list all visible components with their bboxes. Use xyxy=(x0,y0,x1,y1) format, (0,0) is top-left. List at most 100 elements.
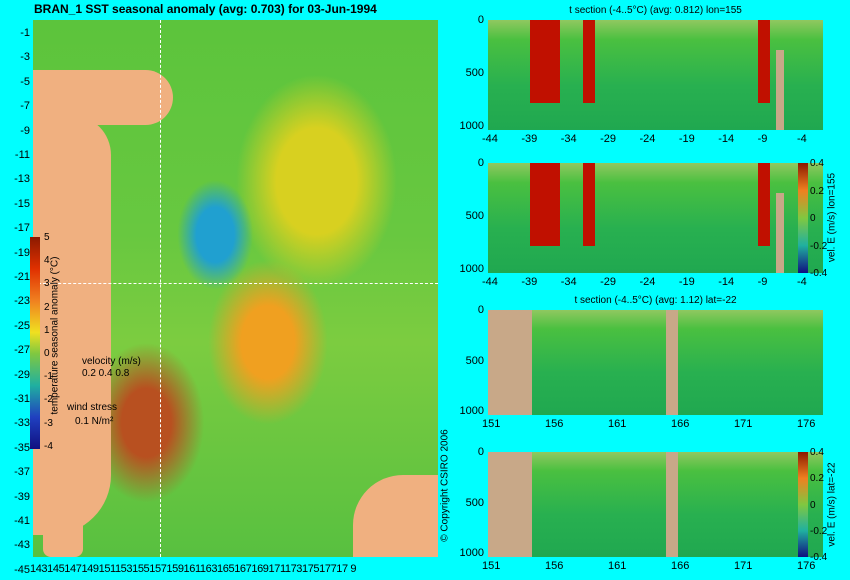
copyright-text: © Copyright CSIRO 2006 xyxy=(439,429,451,542)
sst-colorbar-tick: 3 xyxy=(44,278,50,290)
section-x-tick: -34 xyxy=(560,276,577,288)
warm-anomaly-band xyxy=(583,20,595,103)
section-x-tick: -24 xyxy=(639,133,656,145)
sst-colorbar-tick: -4 xyxy=(44,440,53,452)
lat-tick: -11 xyxy=(14,149,30,161)
lat-tick: -27 xyxy=(14,344,30,357)
section-panel xyxy=(488,20,823,130)
lat-tick: -33 xyxy=(14,417,30,430)
lat-tick: -19 xyxy=(14,246,30,259)
section-x-tick: 151 xyxy=(482,560,501,572)
section-panel xyxy=(488,163,823,273)
section-x-tick: 161 xyxy=(608,418,627,430)
lat-tick: -35 xyxy=(14,441,30,454)
section-y-tick: 1000 xyxy=(459,405,484,417)
lat-tick: -7 xyxy=(20,100,30,113)
section-y-tick: 1000 xyxy=(459,263,484,275)
lat-tick: -29 xyxy=(14,368,30,381)
section-x-tick: 156 xyxy=(545,560,564,572)
lat-tick: -23 xyxy=(14,295,30,308)
sst-colorbar-tick: -3 xyxy=(44,417,53,429)
section-x-tick: -39 xyxy=(521,133,538,145)
lat-tick: -5 xyxy=(20,75,30,88)
section-y-tick: 1000 xyxy=(459,120,484,132)
sst-colorbar-tick: 1 xyxy=(44,324,50,336)
section-x-tick: 176 xyxy=(797,560,816,572)
velocity-colorbar-tick: 0.4 xyxy=(810,158,824,169)
section-title: t section (-4..5°C) (avg: 0.812) lon=155 xyxy=(569,5,742,16)
lat-tick: -45 xyxy=(14,563,30,576)
section-x-tick: -14 xyxy=(718,276,735,288)
velocity-colorbar-tick: 0.4 xyxy=(810,447,824,458)
lat-tick: -1 xyxy=(20,27,30,39)
section-x-tick: 171 xyxy=(734,560,753,572)
velocity-colorbar xyxy=(798,163,808,273)
velocity-colorbar-tick: 0.2 xyxy=(810,185,824,197)
section-y-tick: 0 xyxy=(477,157,484,169)
velocity-colorbar-tick: -0.4 xyxy=(810,552,828,563)
section-x-tick: 166 xyxy=(671,560,690,572)
velocity-colorbar-tick: 0 xyxy=(810,213,816,224)
land-mask xyxy=(776,50,784,130)
velocity-colorbar-tick: -0.2 xyxy=(810,525,828,537)
section-y-tick: 0 xyxy=(477,446,484,458)
lat-tick: -25 xyxy=(14,319,30,332)
section-title: t section (-4..5°C) (avg: 1.12) lat=-22 xyxy=(574,295,737,306)
warm-anomaly-band xyxy=(758,20,770,103)
section-y-tick: 0 xyxy=(477,304,484,316)
lat-tick: -3 xyxy=(20,51,30,64)
section-y-tick: 500 xyxy=(465,354,484,367)
wind-stress-label: wind stress xyxy=(67,402,118,413)
velocity-label: velocity (m/s) xyxy=(82,356,141,367)
new-zealand-land xyxy=(353,475,438,557)
velocity-colorbar xyxy=(798,452,808,557)
section-x-tick: 166 xyxy=(671,418,690,430)
velocity-colorbar-tick: -0.4 xyxy=(810,268,828,279)
velocity-colorbar-tick: 0.2 xyxy=(810,473,824,485)
lat-tick: -31 xyxy=(14,393,30,405)
lat-tick: -39 xyxy=(14,490,30,503)
lat-tick: -9 xyxy=(20,124,30,137)
land-mask xyxy=(666,310,678,415)
section-x-tick: -9 xyxy=(757,276,768,288)
sst-colorbar-tick: 0 xyxy=(44,348,50,359)
section-x-tick: -24 xyxy=(639,276,656,288)
land-mask xyxy=(488,452,532,557)
section-x-tick: 156 xyxy=(545,418,564,430)
section-x-tick: -29 xyxy=(600,276,617,288)
lat-tick: -21 xyxy=(14,271,30,283)
longitude-axis: 1431451471491511531551571591611631651671… xyxy=(30,563,357,575)
warm-anomaly-band xyxy=(530,163,560,246)
velocity-colorbar-tick: -0.2 xyxy=(810,240,828,252)
section-x-tick: -19 xyxy=(678,276,695,288)
section-x-tick: 161 xyxy=(608,560,627,572)
sst-colorbar xyxy=(30,237,40,449)
land-mask xyxy=(488,310,532,415)
lat-tick: -37 xyxy=(14,466,30,479)
sst-colorbar-tick: 4 xyxy=(44,255,50,267)
velocity-values: 0.2 0.4 0.8 xyxy=(82,368,130,379)
land-mask xyxy=(776,193,784,273)
section-x-tick: -44 xyxy=(482,276,498,288)
section-y-tick: 500 xyxy=(465,210,484,222)
section-panel xyxy=(488,310,823,415)
section-x-tick: -34 xyxy=(560,133,577,145)
sst-colorbar-tick: -1 xyxy=(44,371,53,383)
section-y-tick: 0 xyxy=(477,14,484,26)
lat-tick: -17 xyxy=(14,222,30,235)
sst-colorbar-tick: 2 xyxy=(44,301,50,313)
lat-tick: -13 xyxy=(14,173,30,186)
section-x-tick: -4 xyxy=(797,133,807,145)
map-title: BRAN_1 SST seasonal anomaly (avg: 0.703)… xyxy=(34,2,377,16)
section-y-tick: 500 xyxy=(465,496,484,509)
section-x-tick: -9 xyxy=(757,133,768,145)
velocity-colorbar-tick: 0 xyxy=(810,499,816,511)
lat-22-line xyxy=(33,283,438,284)
section-y-tick: 1000 xyxy=(459,547,484,559)
wind-stress-value: 0.1 N/m² xyxy=(75,416,114,427)
new-guinea-land xyxy=(33,70,173,125)
section-y-tick: 500 xyxy=(465,67,484,79)
warm-anomaly-band xyxy=(583,163,595,246)
velocity-colorbar-label: vel. E (m/s) lon=155 xyxy=(826,172,838,263)
australia-land xyxy=(33,115,111,535)
